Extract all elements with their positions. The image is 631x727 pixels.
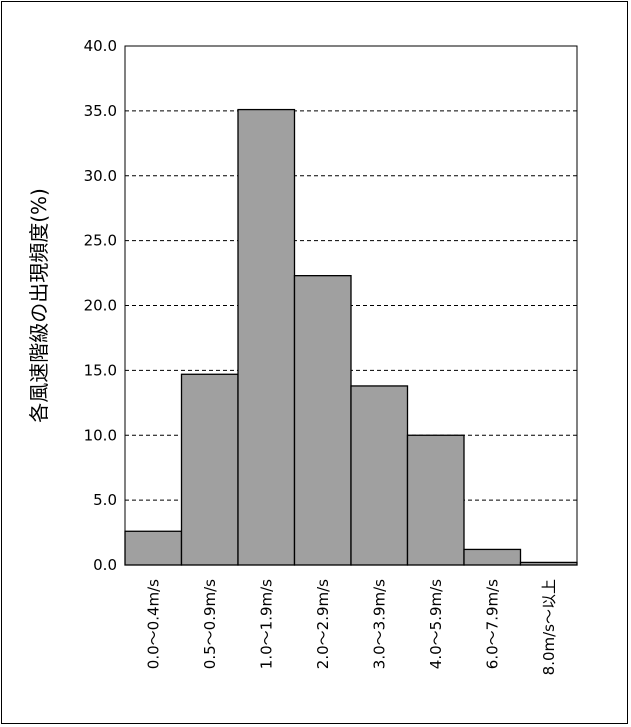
x-tick-label: 8.0m/s～以上 bbox=[540, 579, 558, 675]
y-tick-label: 30.0 bbox=[84, 167, 117, 185]
plot-area bbox=[124, 45, 578, 566]
x-tick-label: 2.0～2.9m/s bbox=[314, 579, 332, 669]
x-tick-label: 3.0～3.9m/s bbox=[370, 579, 388, 669]
bar bbox=[124, 530, 183, 566]
y-axis-label: 各風速階級の出現頻度(%) bbox=[27, 188, 51, 423]
x-tick-label: 6.0～7.9m/s bbox=[483, 579, 501, 669]
bar bbox=[463, 548, 522, 566]
x-tick-label: 1.0～1.9m/s bbox=[257, 579, 275, 669]
x-tick-label: 0.5～0.9m/s bbox=[201, 579, 219, 669]
y-tick-label: 40.0 bbox=[84, 37, 117, 55]
x-tick-labels: 0.0～0.4m/s 0.5～0.9m/s 1.0～1.9m/s 2.0～2.9m/s… bbox=[144, 579, 558, 676]
y-tick-label: 15.0 bbox=[84, 361, 117, 379]
x-tick-label: 4.0～5.9m/s bbox=[427, 579, 445, 669]
bar bbox=[406, 434, 465, 566]
bar bbox=[350, 385, 409, 566]
y-tick-label: 35.0 bbox=[84, 102, 117, 120]
y-tick-label: 0.0 bbox=[93, 556, 117, 574]
y-tick-label: 20.0 bbox=[84, 297, 117, 315]
y-tick-labels: 0.0 5.0 10.0 15.0 20.0 25.0 30.0 35.0 40.0 bbox=[84, 37, 117, 574]
bar bbox=[293, 275, 352, 566]
bar bbox=[180, 373, 239, 566]
bars bbox=[124, 108, 578, 566]
y-tick-label: 5.0 bbox=[93, 491, 117, 509]
x-tick-label: 0.0～0.4m/s bbox=[144, 579, 162, 669]
y-tick-label: 25.0 bbox=[84, 232, 117, 250]
y-tick-label: 10.0 bbox=[84, 426, 117, 444]
bar bbox=[237, 108, 296, 566]
